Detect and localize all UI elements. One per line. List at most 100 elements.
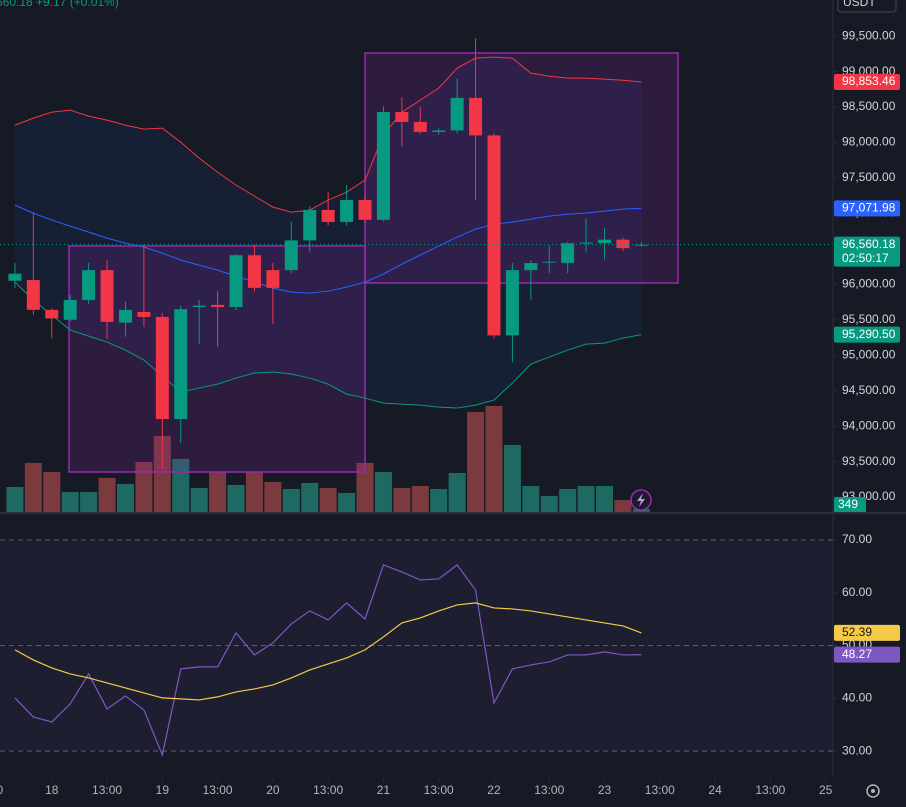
volume-bar: [43, 471, 61, 513]
candle-body: [118, 309, 132, 323]
volume-bar: [485, 405, 503, 513]
currency-button[interactable]: [837, 0, 897, 13]
volume-bar: [98, 477, 116, 513]
settings-icon[interactable]: [866, 784, 880, 798]
y-tick-label: 60.00: [842, 585, 872, 599]
candle-body: [579, 242, 593, 244]
price-tag-label: 52.39: [842, 625, 872, 639]
volume-bar: [209, 471, 227, 513]
settings-icon-center: [871, 789, 875, 793]
volume-bar: [245, 471, 263, 513]
candle-body: [487, 135, 501, 336]
volume-bar: [116, 483, 134, 513]
y-tick-label: 98,500.00: [842, 99, 896, 113]
band-line: [14, 204, 642, 294]
candle-body: [284, 240, 298, 271]
candle-body: [321, 209, 335, 222]
candle-body: [192, 305, 206, 308]
band-line: [14, 281, 642, 409]
candle-body: [82, 270, 96, 300]
volume-tag: [834, 497, 866, 513]
y-tick-label: 94,000.00: [842, 418, 896, 432]
candle-body: [358, 199, 372, 220]
volume-bar: [503, 444, 521, 513]
y-tick-label: 70.00: [842, 532, 872, 546]
x-tick-label: 24: [708, 783, 722, 797]
volume-bar: [356, 462, 374, 513]
x-tick-label: 22: [487, 783, 501, 797]
x-tick-label: 13:00: [203, 783, 233, 797]
candle-body: [616, 239, 630, 249]
candle-body: [137, 311, 151, 317]
y-tick-label: 97,500.00: [842, 170, 896, 184]
x-tick-label: 21: [377, 783, 391, 797]
candle-body: [26, 280, 40, 310]
candle-body: [247, 255, 261, 288]
x-tick-label: 13:00: [424, 783, 454, 797]
x-tick-label: 13:00: [534, 783, 564, 797]
volume-bar: [559, 488, 577, 513]
volume-bar: [24, 462, 42, 513]
rsi-line: [14, 602, 642, 701]
volume-bar: [393, 487, 411, 513]
candle-body: [376, 112, 390, 220]
header-quote: 560.18 +9.17 (+0.01%): [0, 0, 119, 9]
candle-body: [542, 261, 556, 263]
x-tick-label: 13:00: [92, 783, 122, 797]
candle-body: [45, 309, 59, 319]
x-tick-label: 18: [45, 783, 59, 797]
price-tag-label: 95,290.50: [842, 327, 896, 341]
price-tag: [834, 200, 900, 217]
price-tag-sublabel: 02:50:17: [842, 251, 889, 265]
rsi-line: [14, 564, 642, 757]
range-box: [364, 52, 679, 284]
y-tick-label: 99,500.00: [842, 28, 896, 42]
price-tag-label: 98,853.46: [842, 74, 896, 88]
volume-bar: [374, 471, 392, 513]
x-tick-label: 25: [819, 783, 833, 797]
x-tick-label: 19: [156, 783, 170, 797]
volume-bar: [614, 499, 632, 513]
candle-body: [413, 121, 427, 132]
volume-bar: [264, 481, 282, 513]
candle-body: [63, 299, 77, 320]
candle-body: [432, 130, 446, 132]
candle-body: [469, 97, 483, 136]
volume-tag-label: 349: [838, 497, 858, 511]
volume-bar: [135, 461, 153, 513]
price-tag: [834, 326, 900, 343]
candle-body: [561, 243, 575, 264]
candle-body: [303, 209, 317, 241]
volume-bar: [430, 488, 448, 513]
y-tick-label: 30.00: [842, 743, 872, 757]
currency-label[interactable]: USDT: [843, 0, 876, 9]
y-tick-label: 98,000.00: [842, 135, 896, 149]
candle-body: [505, 270, 519, 336]
x-tick-label: 20: [266, 783, 280, 797]
candle-body: [211, 304, 225, 308]
candle-body: [266, 270, 280, 288]
candle-body: [598, 239, 612, 244]
volume-bar: [319, 487, 337, 513]
y-tick-label: 40.00: [842, 690, 872, 704]
x-tick-label: 00: [0, 783, 3, 797]
price-tag-label: 97,071.98: [842, 200, 896, 214]
volume-bar: [61, 491, 79, 513]
x-tick-label: 23: [598, 783, 612, 797]
volume-bar: [467, 411, 485, 513]
volume-bar: [338, 492, 356, 513]
candle-body: [8, 273, 22, 281]
y-tick-label: 96,000.00: [842, 277, 896, 291]
price-tag-label: 96,560.18: [842, 237, 896, 251]
volume-bar: [153, 435, 171, 513]
y-tick-label: 94,500.00: [842, 383, 896, 397]
y-tick-label: 95,500.00: [842, 312, 896, 326]
volume-bar: [522, 485, 540, 513]
x-tick-label: 13:00: [313, 783, 343, 797]
candle-body: [100, 270, 114, 322]
candle-body: [524, 263, 538, 271]
volume-bar: [411, 485, 429, 513]
